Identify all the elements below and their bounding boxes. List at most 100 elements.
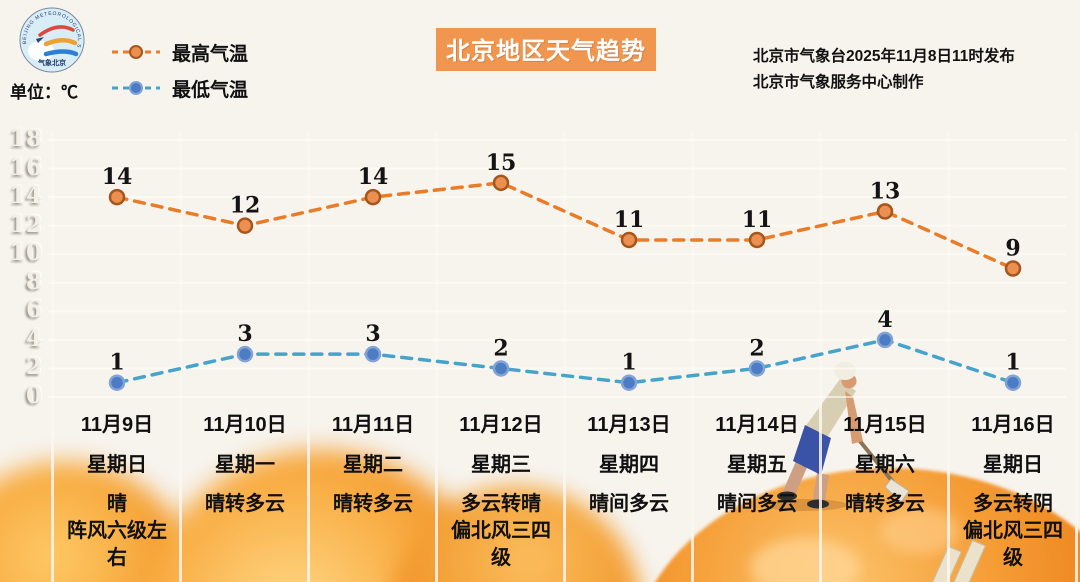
date-label: 11月14日 (715, 414, 799, 436)
y-tick-label: 0 (25, 382, 42, 409)
column-separator (1075, 132, 1078, 582)
data-point-label: 15 (486, 150, 517, 176)
weekday-label: 星期六 (855, 454, 915, 476)
weather-label: 晴阵风六级左右 (67, 493, 167, 569)
data-point-marker (1004, 260, 1022, 277)
headscarf (834, 362, 856, 380)
column-separator (179, 132, 182, 582)
data-point-marker (1004, 374, 1022, 391)
agency-logo-icon: BEIJING METEOROLOGICAL SERVICE 气象北京 (18, 6, 85, 73)
legend-marker-icon (112, 81, 160, 95)
weather-label: 多云转晴 偏北风三四级 (451, 493, 551, 569)
column-separator (307, 132, 310, 582)
weather-label: 晴转多云 (333, 493, 413, 515)
y-tick-label: 12 (9, 210, 42, 238)
date-label: 11月10日 (203, 414, 287, 436)
tool-blade (884, 478, 910, 503)
data-point-label: 11 (614, 207, 645, 233)
date-label: 11月16日 (971, 414, 1055, 436)
legend: 最高气温 最低气温 (110, 34, 248, 106)
forecast-column: 11月15日 星期六晴转多云 (821, 412, 949, 518)
logo-bottom-text: 气象北京 (37, 58, 66, 67)
date-label: 11月11日 (331, 414, 415, 436)
data-point-label: 14 (358, 164, 389, 190)
data-point-marker (108, 374, 126, 391)
temp-line (115, 181, 1015, 271)
data-point-label: 3 (237, 321, 252, 347)
column-separator (947, 132, 950, 582)
y-tick-label: 14 (9, 182, 42, 210)
weekday-label: 星期日 (983, 454, 1043, 476)
producer-text: 北京市气象服务中心制作 (753, 74, 924, 91)
chart-title: 北京地区天气趋势 (436, 28, 656, 71)
weekday-label: 星期三 (471, 454, 531, 476)
data-point-marker (876, 203, 894, 220)
date-label: 11月15日 (843, 414, 927, 436)
data-point-marker (876, 331, 894, 349)
data-point-label: 12 (230, 193, 261, 219)
weekday-label: 星期四 (599, 454, 659, 476)
weather-label: 晴转多云 (845, 493, 925, 515)
column-separator (435, 132, 438, 582)
weekday-label: 星期日 (87, 454, 147, 476)
orange-texture-highlight (750, 538, 860, 582)
data-point-label: 1 (621, 350, 636, 376)
weather-label: 晴间多云 (717, 493, 797, 515)
data-point-label: 1 (109, 350, 124, 376)
unit-label: 单位：℃ (10, 83, 78, 102)
y-tick-label: 10 (9, 239, 42, 267)
data-point-marker (620, 374, 638, 391)
data-point-marker (236, 217, 254, 234)
weather-label: 晴转多云 (205, 493, 285, 515)
column-separator (563, 132, 566, 582)
column-separator (51, 132, 54, 582)
data-point-marker (492, 360, 510, 377)
forecast-column: 11月10日 星期一晴转多云 (181, 412, 309, 518)
forecast-column: 11月9日星期日晴阵风六级左右 (53, 412, 181, 572)
issue-time-text: 北京市气象台2025年11月8日11时发布 (753, 48, 1015, 65)
column-separator (691, 132, 694, 582)
data-point-marker (364, 188, 382, 206)
legend-marker-icon (112, 45, 160, 59)
data-point-marker (748, 360, 766, 377)
data-point-label: 2 (749, 335, 764, 361)
data-point-marker (620, 231, 638, 249)
y-tick-label: 18 (9, 125, 42, 152)
weekday-label: 星期一 (215, 454, 275, 476)
forecast-column: 11月11日 星期二晴转多云 (309, 412, 437, 518)
data-point-label: 4 (877, 307, 892, 333)
legend-label: 最低气温 (172, 79, 249, 101)
y-tick-label: 2 (25, 353, 42, 381)
weekday-label: 星期五 (727, 454, 787, 476)
forecast-column: 11月12日 星期三多云转晴 偏北风三四级 (437, 412, 565, 572)
weekday-label: 星期二 (343, 454, 403, 476)
data-point-label: 2 (493, 335, 508, 361)
issue-info: 北京市气象台2025年11月8日11时发布 北京市气象服务中心制作 (753, 44, 1015, 96)
data-point-marker (748, 231, 766, 249)
forecast-column: 11月16日 星期日多云转阴 偏北风三四级 (949, 412, 1077, 572)
column-separator (819, 132, 822, 582)
data-point-label: 11 (742, 207, 773, 233)
weather-label: 多云转阴 偏北风三四级 (963, 493, 1063, 569)
data-point-label: 1 (1005, 350, 1020, 376)
weather-label: 晴间多云 (589, 493, 669, 515)
date-label: 11月9日 (80, 414, 154, 436)
data-point-label: 9 (1005, 236, 1020, 262)
forecast-column: 11月14日 星期五晴间多云 (693, 412, 821, 518)
data-point-marker (492, 174, 510, 192)
data-point-marker (364, 345, 382, 363)
date-label: 11月12日 (459, 414, 543, 436)
date-label: 11月13日 (587, 414, 671, 436)
y-tick-label: 6 (25, 296, 42, 324)
forecast-column: 11月13日 星期四晴间多云 (565, 412, 693, 518)
legend-label: 最高气温 (172, 43, 249, 65)
data-point-marker (236, 345, 254, 363)
data-point-label: 13 (870, 178, 901, 204)
y-tick-label: 4 (25, 324, 42, 352)
data-point-label: 3 (365, 321, 380, 347)
legend-item: 最低气温 (110, 70, 248, 106)
legend-item: 最高气温 (110, 34, 248, 70)
data-point-marker (108, 188, 126, 206)
